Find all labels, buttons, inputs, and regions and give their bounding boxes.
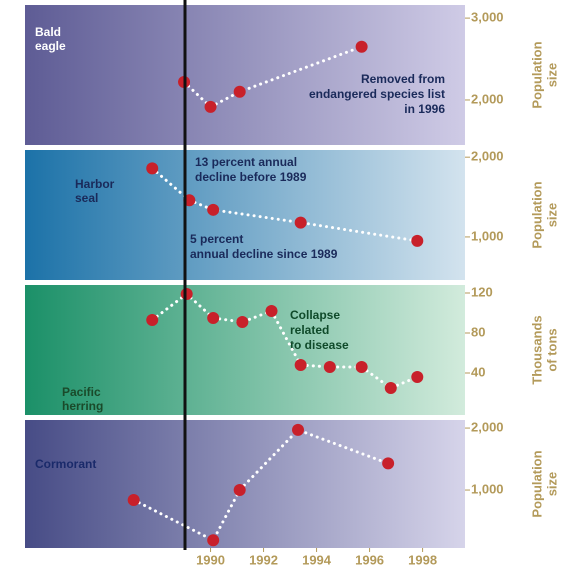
data-point (382, 457, 394, 469)
page: {"chart_data": [ {"type": "line", "label… (0, 0, 563, 575)
species-label: Bald (35, 25, 61, 39)
y-axis-label: Population (529, 41, 544, 108)
annotation: annual decline since 1989 (190, 247, 338, 261)
annotation: in 1996 (404, 102, 445, 116)
species-label: Pacific (62, 385, 101, 399)
data-point (207, 534, 219, 546)
data-point (411, 235, 423, 247)
y-tick-label: 80 (471, 324, 485, 339)
x-tick-label: 1990 (196, 552, 225, 567)
y-axis-label: Population (529, 181, 544, 248)
annotation: related (290, 323, 329, 337)
data-point (146, 314, 158, 326)
y-axis-label: Population (529, 450, 544, 517)
annotation: endangered species list (309, 87, 445, 101)
species-label: eagle (35, 39, 66, 53)
y-tick-label: 1,000 (471, 481, 504, 496)
data-point (324, 361, 336, 373)
y-tick-label: 120 (471, 284, 493, 299)
data-point (266, 305, 278, 317)
x-tick-label: 1996 (355, 552, 384, 567)
annotation: Collapse (290, 308, 340, 322)
data-point (411, 371, 423, 383)
x-tick-label: 1994 (302, 552, 332, 567)
data-point (207, 204, 219, 216)
species-label: herring (62, 399, 103, 413)
y-axis-label: of tons (544, 328, 559, 371)
data-point (181, 288, 193, 300)
data-point (234, 484, 246, 496)
y-tick-label: 2,000 (471, 149, 504, 164)
data-point (356, 41, 368, 53)
data-point (234, 86, 246, 98)
data-point (295, 217, 307, 229)
y-axis-label: size (544, 63, 559, 88)
annotation: Removed from (361, 72, 445, 86)
x-tick-label: 1998 (408, 552, 437, 567)
x-tick-label: 1992 (249, 552, 278, 567)
annotation: decline before 1989 (195, 170, 307, 184)
data-point (128, 494, 140, 506)
y-tick-label: 3,000 (471, 10, 504, 25)
data-point (205, 101, 217, 113)
species-label: Cormorant (35, 457, 96, 471)
species-label: Harbor (75, 177, 115, 191)
annotation: 5 percent (190, 232, 243, 246)
annotation: 13 percent annual (195, 155, 297, 169)
chart: 3,0002,000PopulationsizeBaldeagleRemoved… (0, 0, 563, 575)
data-point (295, 359, 307, 371)
y-axis-label: Thousands (529, 315, 544, 384)
y-axis-label: size (544, 203, 559, 228)
y-tick-label: 2,000 (471, 91, 504, 106)
y-tick-label: 1,000 (471, 228, 504, 243)
data-point (146, 162, 158, 174)
y-tick-label: 40 (471, 364, 485, 379)
y-axis-label: size (544, 472, 559, 497)
data-point (356, 361, 368, 373)
data-point (385, 382, 397, 394)
species-label: seal (75, 191, 98, 205)
data-point (207, 312, 219, 324)
data-point (236, 316, 248, 328)
y-tick-label: 2,000 (471, 419, 504, 434)
annotation: to disease (290, 338, 349, 352)
data-point (292, 424, 304, 436)
